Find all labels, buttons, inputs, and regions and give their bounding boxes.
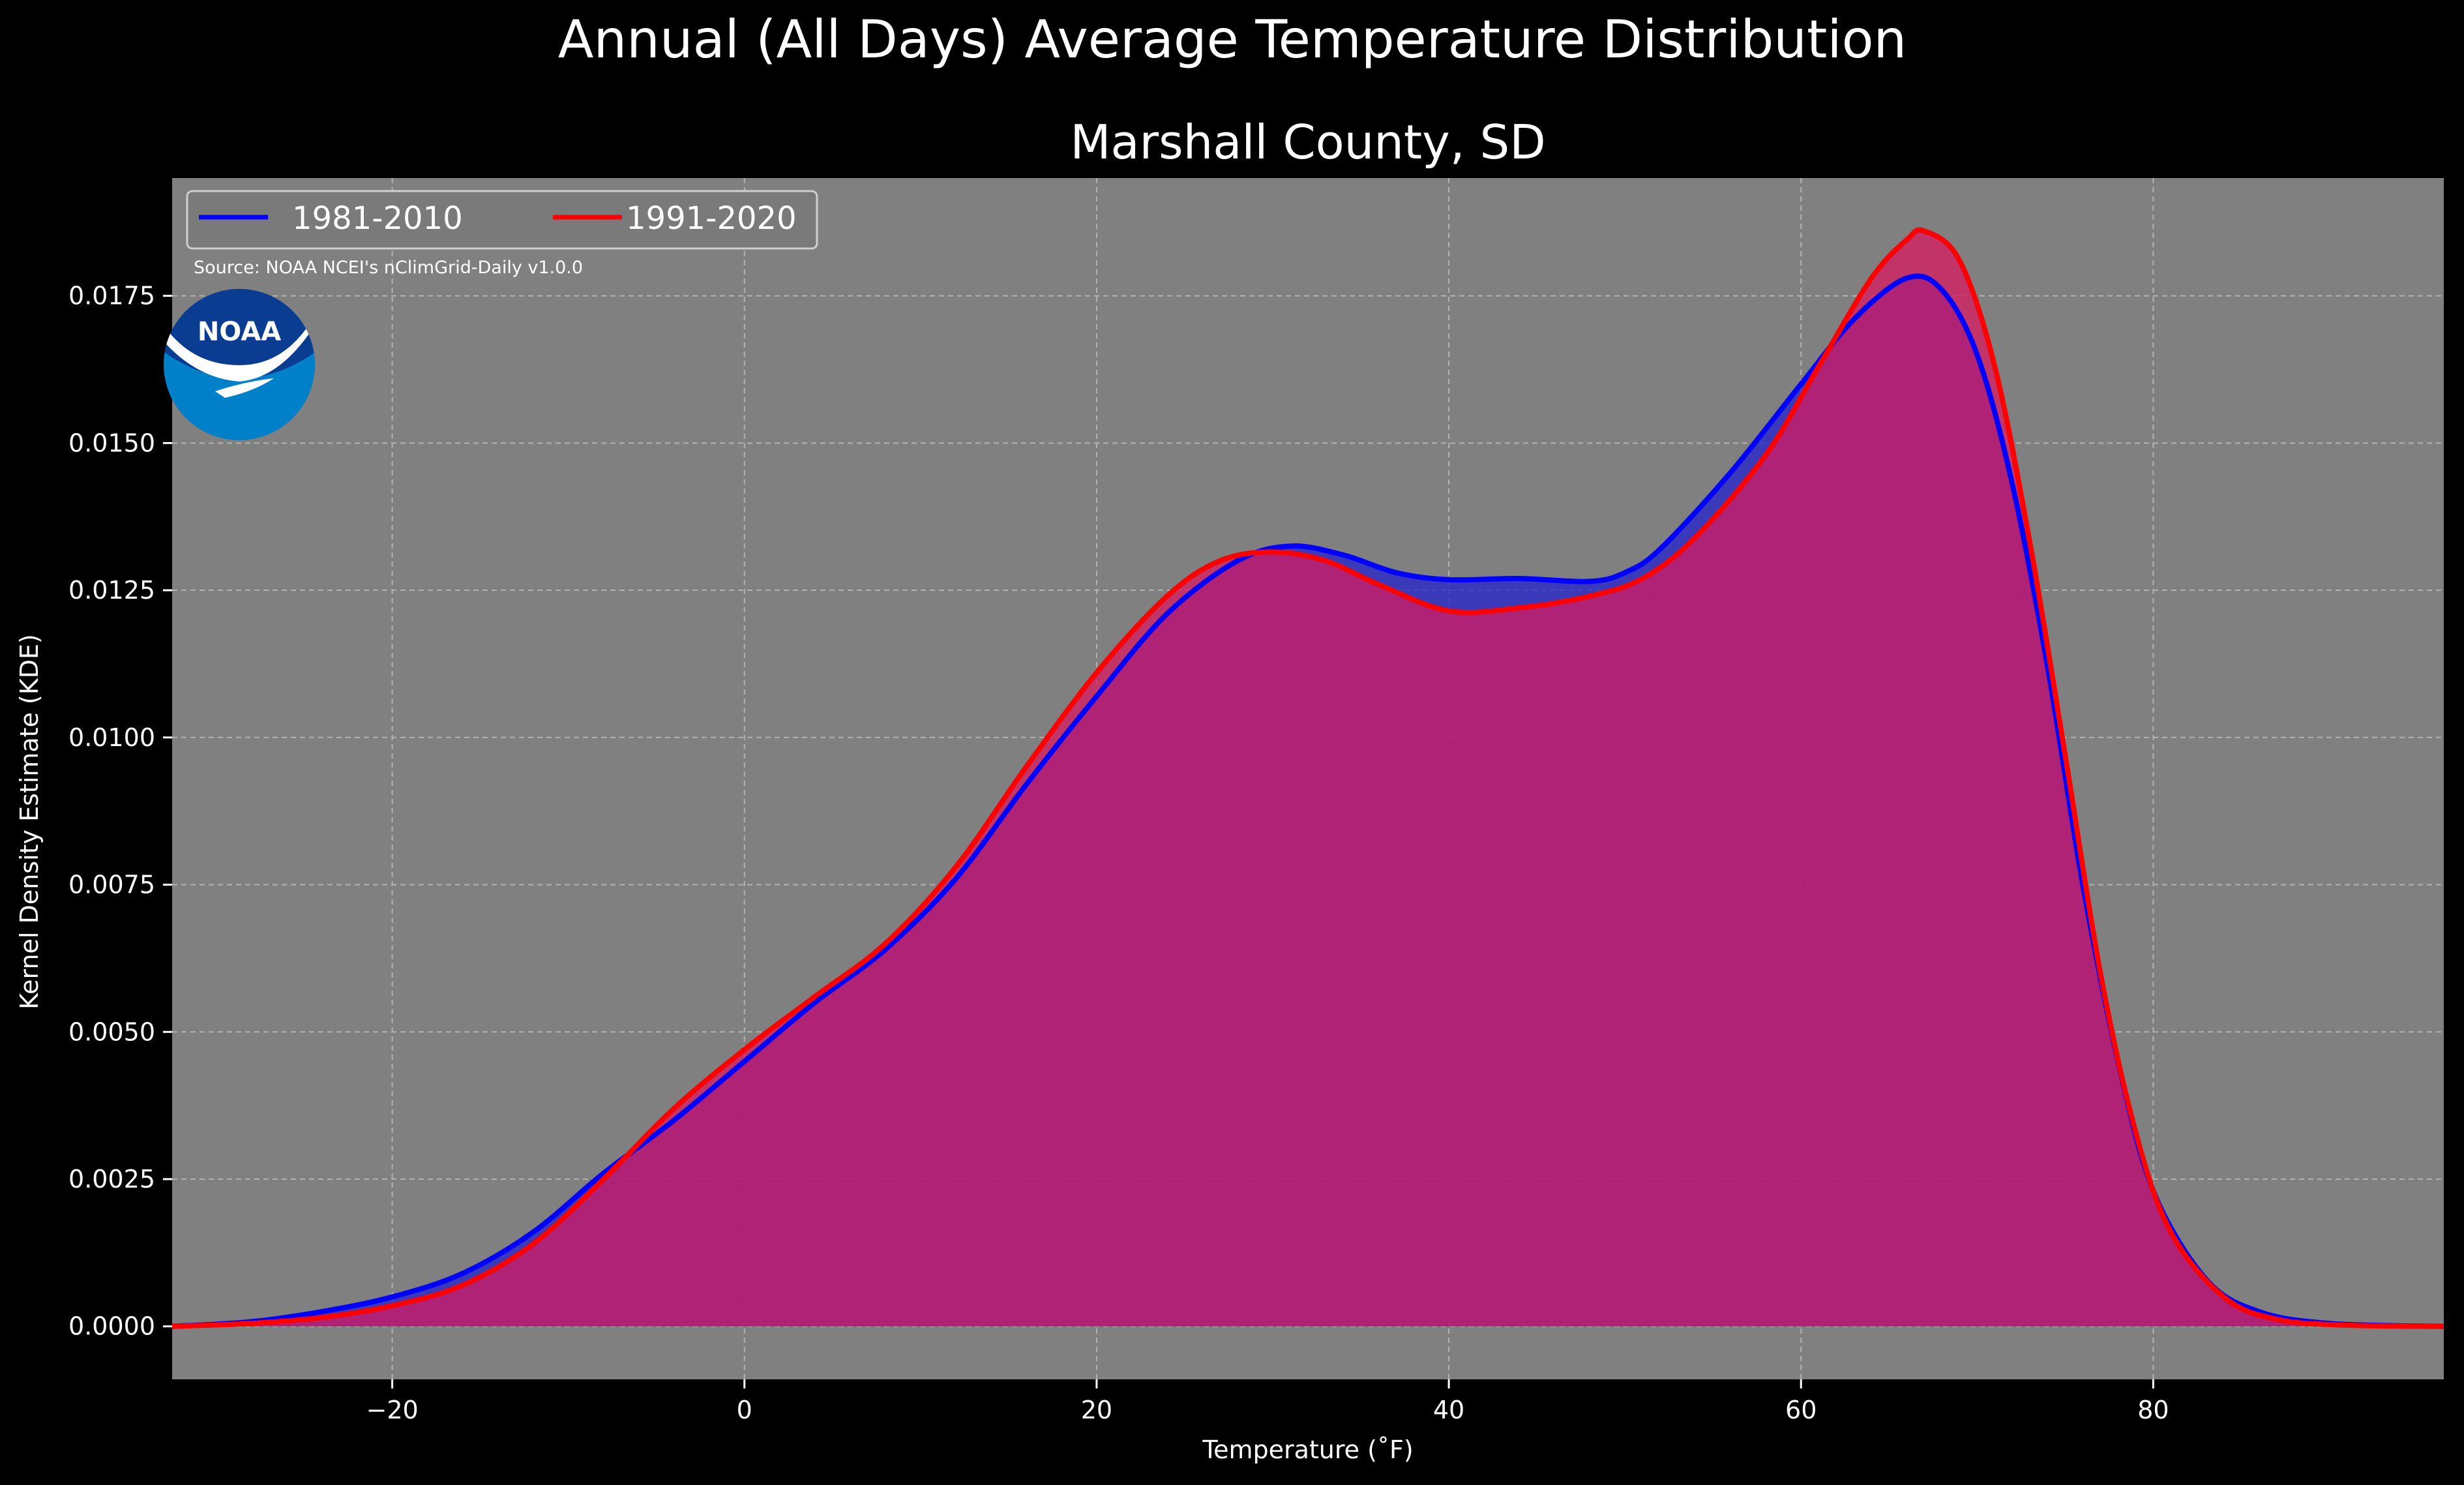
legend-frame <box>186 190 818 250</box>
x-tick-label: 40 <box>1433 1396 1464 1424</box>
source-note: Source: NOAA NCEI's nClimGrid-Daily v1.0… <box>194 258 583 278</box>
noaa-logo: NOAA <box>164 289 315 440</box>
legend-label-1981-2010: 1981-2010 <box>292 200 463 237</box>
x-tick-label: −20 <box>366 1396 418 1424</box>
y-tick-label: 0.0000 <box>68 1312 155 1341</box>
x-tick-label: 80 <box>2137 1396 2169 1424</box>
noaa-logo-text: NOAA <box>198 317 281 347</box>
y-tick-label: 0.0025 <box>68 1165 155 1193</box>
x-axis-label: Temperature (˚F) <box>1202 1435 1413 1464</box>
legend-label-1991-2020: 1991-2020 <box>626 200 797 237</box>
y-axis: 0.0000 0.0025 0.0050 0.0075 0.0100 0.0125 0.01… <box>68 282 172 1341</box>
x-tick-label: 0 <box>737 1396 752 1424</box>
y-tick-label: 0.0075 <box>68 871 155 899</box>
series-line-1991-2020 <box>171 227 2444 1329</box>
series-area-1991-2020 <box>172 230 2444 1327</box>
y-tick-label: 0.0150 <box>68 428 155 457</box>
chart-subtitle: Marshall County, SD <box>1070 115 1545 170</box>
y-axis-label: Kernel Density Estimate (KDE) <box>15 634 44 1010</box>
x-axis: −20 0 20 40 60 80 <box>366 1379 2169 1424</box>
series-layer <box>171 227 2444 1329</box>
y-tick-label: 0.0125 <box>68 576 155 605</box>
legend: 1981-2010 1991-2020 <box>186 190 818 250</box>
x-tick-label: 20 <box>1081 1396 1112 1424</box>
y-tick-label: 0.0175 <box>68 282 155 310</box>
y-tick-label: 0.0100 <box>68 723 155 752</box>
chart-title: Annual (All Days) Average Temperature Di… <box>558 9 1907 70</box>
x-tick-label: 60 <box>1785 1396 1817 1424</box>
y-tick-label: 0.0050 <box>68 1017 155 1046</box>
